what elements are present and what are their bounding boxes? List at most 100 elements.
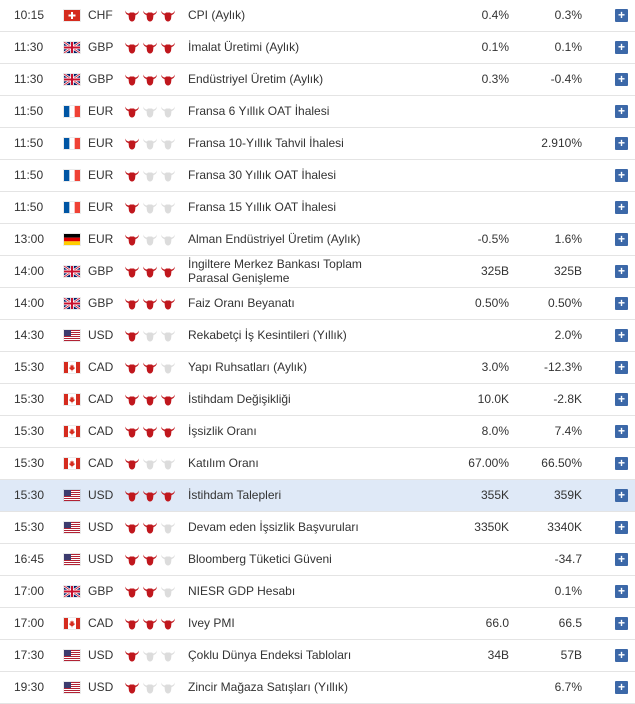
expand-plus-icon[interactable]: + xyxy=(615,265,628,278)
event-name[interactable]: Katılım Oranı xyxy=(188,456,259,470)
event-name[interactable]: Bloomberg Tüketici Güveni xyxy=(188,552,332,566)
bull-icon xyxy=(124,233,140,246)
currency-code: EUR xyxy=(88,136,114,150)
bull-icon xyxy=(124,73,140,86)
fr-flag-icon xyxy=(64,170,80,181)
table-row[interactable]: 13:00 EUR Alman Endüstriyel Üretim (Aylık)… xyxy=(0,224,635,256)
expand-plus-icon[interactable]: + xyxy=(615,41,628,54)
bull-icon xyxy=(124,617,140,630)
forecast-value: 57B xyxy=(560,648,582,662)
currency-code: CAD xyxy=(88,424,114,438)
event-name[interactable]: Devam eden İşsizlik Başvuruları xyxy=(188,520,359,534)
table-row[interactable]: 11:50 EUR Fransa 10-Yıllık Tahvil İhalesi 2… xyxy=(0,128,635,160)
bull-icon xyxy=(142,137,158,150)
table-row[interactable]: 14:30 USD Rekabetçi İş Kesintileri (Yıllık… xyxy=(0,320,635,352)
expand-plus-icon[interactable]: + xyxy=(615,585,628,598)
importance-rating xyxy=(124,640,184,671)
table-row[interactable]: 17:00 CAD Ivey PMI 66.0 66.5 + xyxy=(0,608,635,640)
bull-icon xyxy=(142,169,158,182)
table-row[interactable]: 15:30 CAD İşsizlik Oranı 8.0% 7.4% + xyxy=(0,416,635,448)
event-name[interactable]: Faiz Oranı Beyanatı xyxy=(188,296,295,310)
table-row[interactable]: 11:50 EUR Fransa 30 Yıllık OAT İhalesi + xyxy=(0,160,635,192)
table-row[interactable]: 11:50 EUR Fransa 6 Yıllık OAT İhalesi + xyxy=(0,96,635,128)
event-name[interactable]: İstihdam Talepleri xyxy=(188,488,282,502)
expand-plus-icon[interactable]: + xyxy=(615,169,628,182)
expand-plus-icon[interactable]: + xyxy=(615,521,628,534)
event-time: 19:30 xyxy=(14,680,45,694)
expand-plus-icon[interactable]: + xyxy=(615,361,628,374)
forecast-value: 66.50% xyxy=(541,456,582,470)
event-name[interactable]: Zincir Mağaza Satışları (Yıllık) xyxy=(188,680,349,694)
event-name[interactable]: İngiltere Merkez Bankası Toplam Parasal … xyxy=(188,257,362,285)
table-row[interactable]: 14:00 GBP Faiz Oranı Beyanatı 0.50% 0.50% + xyxy=(0,288,635,320)
fr-flag-icon xyxy=(64,106,80,117)
currency-code: CAD xyxy=(88,392,114,406)
expand-plus-icon[interactable]: + xyxy=(615,73,628,86)
expand-plus-icon[interactable]: + xyxy=(615,9,628,22)
event-name[interactable]: Fransa 30 Yıllık OAT İhalesi xyxy=(188,168,337,182)
event-name[interactable]: İmalat Üretimi (Aylık) xyxy=(188,40,300,54)
event-name[interactable]: NIESR GDP Hesabı xyxy=(188,584,296,598)
expand-plus-icon[interactable]: + xyxy=(615,457,628,470)
event-name[interactable]: İstihdam Değişikliği xyxy=(188,392,291,406)
table-row[interactable]: 15:30 USD İstihdam Talepleri 355K 359K + xyxy=(0,480,635,512)
gb-flag-icon xyxy=(64,42,80,53)
currency-code: GBP xyxy=(88,72,114,86)
table-row[interactable]: 11:30 GBP Endüstriyel Üretim (Aylık) 0.3% -0… xyxy=(0,64,635,96)
event-name[interactable]: Fransa 10-Yıllık Tahvil İhalesi xyxy=(188,136,344,150)
us-flag-icon xyxy=(64,490,80,501)
gb-flag-icon xyxy=(64,74,80,85)
expand-plus-icon[interactable]: + xyxy=(615,201,628,214)
event-name[interactable]: Fransa 6 Yıllık OAT İhalesi xyxy=(188,104,330,118)
event-name[interactable]: Endüstriyel Üretim (Aylık) xyxy=(188,72,324,86)
table-row[interactable]: 16:45 USD Bloomberg Tüketici Güveni -34.7 + xyxy=(0,544,635,576)
expand-plus-icon[interactable]: + xyxy=(615,489,628,502)
table-row[interactable]: 11:30 GBP İmalat Üretimi (Aylık) 0.1% 0.1% + xyxy=(0,32,635,64)
bull-icon xyxy=(142,521,158,534)
importance-rating xyxy=(124,128,184,159)
table-row[interactable]: 17:00 GBP NIESR GDP Hesabı 0.1% + xyxy=(0,576,635,608)
table-row[interactable]: 19:30 USD Zincir Mağaza Satışları (Yıllık)… xyxy=(0,672,635,704)
table-row[interactable]: 15:30 CAD Katılım Oranı 67.00% 66.50% + xyxy=(0,448,635,480)
currency-code: GBP xyxy=(88,584,114,598)
expand-plus-icon[interactable]: + xyxy=(615,233,628,246)
actual-value: 67.00% xyxy=(468,456,509,470)
expand-plus-icon[interactable]: + xyxy=(615,297,628,310)
bull-icon xyxy=(160,457,176,470)
event-name[interactable]: Alman Endüstriyel Üretim (Aylık) xyxy=(188,232,361,246)
gb-flag-icon xyxy=(64,586,80,597)
currency-code: USD xyxy=(88,328,114,342)
event-name[interactable]: Rekabetçi İş Kesintileri (Yıllık) xyxy=(188,328,347,342)
event-name[interactable]: CPI (Aylık) xyxy=(188,8,246,22)
currency-code: USD xyxy=(88,680,114,694)
event-name[interactable]: Çoklu Dünya Endeksi Tabloları xyxy=(188,648,352,662)
expand-plus-icon[interactable]: + xyxy=(615,329,628,342)
event-time: 17:00 xyxy=(14,584,45,598)
forecast-value: -34.7 xyxy=(554,552,582,566)
table-row[interactable]: 15:30 USD Devam eden İşsizlik Başvuruları 3… xyxy=(0,512,635,544)
expand-plus-icon[interactable]: + xyxy=(615,617,628,630)
importance-rating xyxy=(124,0,184,31)
table-row[interactable]: 15:30 CAD Yapı Ruhsatları (Aylık) 3.0% -12.3… xyxy=(0,352,635,384)
bull-icon xyxy=(124,169,140,182)
currency-code: USD xyxy=(88,648,114,662)
event-name[interactable]: Yapı Ruhsatları (Aylık) xyxy=(188,360,307,374)
expand-plus-icon[interactable]: + xyxy=(615,137,628,150)
event-name[interactable]: Ivey PMI xyxy=(188,616,235,630)
table-row[interactable]: 17:30 USD Çoklu Dünya Endeksi Tabloları 34B… xyxy=(0,640,635,672)
table-row[interactable]: 15:30 CAD İstihdam Değişikliği 10.0K -2.8K + xyxy=(0,384,635,416)
expand-plus-icon[interactable]: + xyxy=(615,393,628,406)
table-row[interactable]: 11:50 EUR Fransa 15 Yıllık OAT İhalesi + xyxy=(0,192,635,224)
expand-plus-icon[interactable]: + xyxy=(615,425,628,438)
expand-plus-icon[interactable]: + xyxy=(615,105,628,118)
actual-value: 0.3% xyxy=(481,72,509,86)
currency-code: GBP xyxy=(88,296,114,310)
expand-plus-icon[interactable]: + xyxy=(615,649,628,662)
table-row[interactable]: 14:00 GBP İngiltere Merkez Bankası Toplam … xyxy=(0,256,635,288)
event-name[interactable]: İşsizlik Oranı xyxy=(188,424,257,438)
expand-plus-icon[interactable]: + xyxy=(615,553,628,566)
table-row[interactable]: 10:15 CHF CPI (Aylık) 0.4% 0.3% + xyxy=(0,0,635,32)
importance-rating xyxy=(124,160,184,191)
event-time: 11:50 xyxy=(14,168,44,182)
event-name[interactable]: Fransa 15 Yıllık OAT İhalesi xyxy=(188,200,337,214)
